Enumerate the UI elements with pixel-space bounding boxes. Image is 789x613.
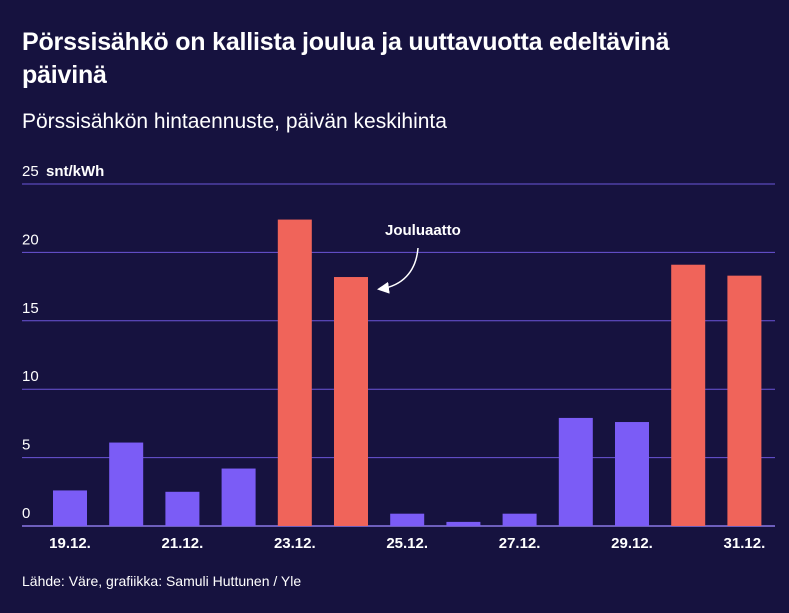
y-tick-label: 20: [22, 231, 39, 248]
x-tick-label: 27.12.: [499, 535, 541, 552]
y-tick-label: 25: [22, 163, 39, 180]
y-axis-ticks: 0 5 10 15 20 25: [22, 163, 39, 522]
x-tick-label: 23.12.: [274, 535, 316, 552]
bar: [390, 513, 425, 526]
x-tick-label: 25.12.: [386, 535, 428, 552]
annotation: Jouluaatto: [377, 222, 461, 294]
bar: [53, 490, 87, 526]
bar: [221, 468, 256, 526]
bar: [671, 264, 706, 526]
annotation-arrow: [377, 247, 419, 294]
x-tick-label: 29.12.: [611, 535, 653, 552]
y-tick-label: 0: [22, 505, 30, 522]
bars: [53, 219, 762, 526]
y-tick-label: 5: [22, 437, 30, 454]
bar: [334, 277, 368, 526]
y-tick-label: 10: [22, 368, 39, 385]
bar: [277, 219, 312, 526]
chart-title: Pörssisähkö on kallista joulua ja uuttav…: [22, 28, 670, 89]
x-axis-ticks: 19.12. 21.12. 23.12. 25.12. 27.12. 29.12. 31.1…: [49, 535, 765, 552]
bar: [558, 417, 593, 526]
y-tick-label: 15: [22, 300, 39, 317]
bar: [446, 521, 481, 526]
chart-subtitle: Pörssisähkön hintaennuste, päivän keskih…: [22, 110, 447, 133]
bar: [727, 275, 762, 526]
x-tick-label: 19.12.: [49, 535, 91, 552]
source-note: Lähde: Väre, grafiikka: Samuli Huttunen …: [22, 573, 302, 589]
bar-chart: 0 5 10 15 20 25 19.12. 21.12. 23.12. 25.12. 27.12…: [22, 163, 775, 552]
grid-lines: [22, 183, 775, 527]
x-tick-label: 31.12.: [724, 535, 766, 552]
bar: [165, 491, 200, 526]
annotation-label: Jouluaatto: [385, 222, 461, 239]
bar: [109, 442, 144, 526]
bar: [615, 422, 649, 526]
x-tick-label: 21.12.: [162, 535, 204, 552]
bar: [502, 513, 537, 526]
y-axis-label: snt/kWh: [46, 163, 104, 180]
